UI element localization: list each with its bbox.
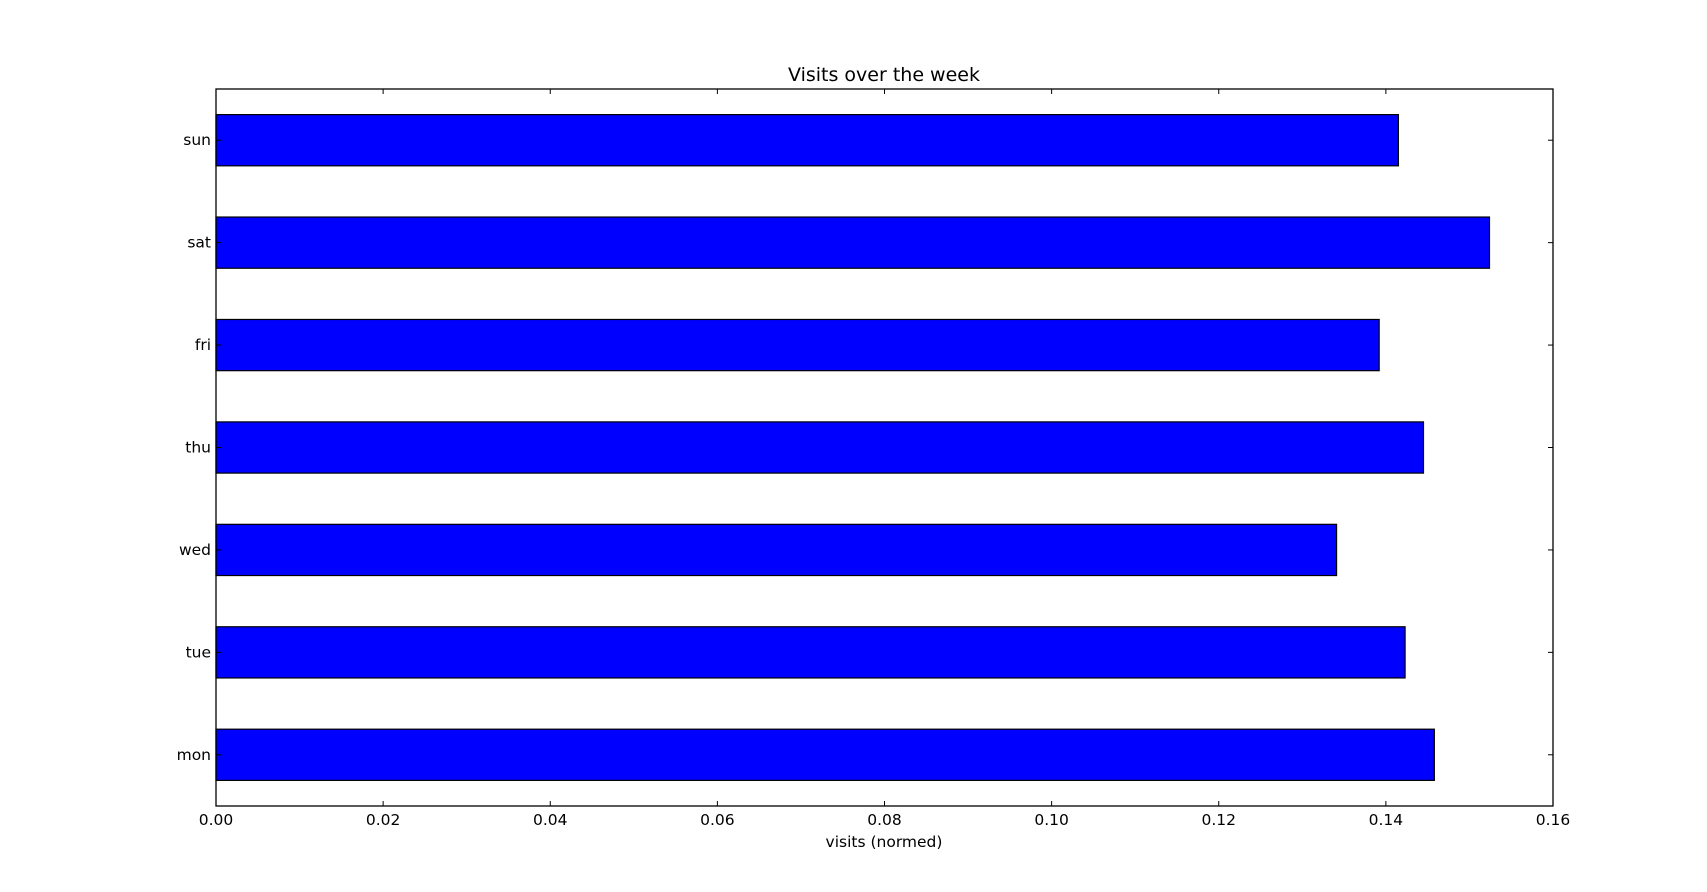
x-tick-label: 0.16 bbox=[1536, 811, 1571, 829]
x-tick-label: 0.00 bbox=[199, 811, 234, 829]
x-tick-label: 0.08 bbox=[867, 811, 902, 829]
x-tick-label: 0.10 bbox=[1034, 811, 1069, 829]
bar-fri bbox=[215, 318, 1380, 372]
bar-sat bbox=[215, 216, 1491, 269]
x-tick-label: 0.12 bbox=[1201, 811, 1236, 829]
x-tick-label: 0.06 bbox=[700, 811, 735, 829]
bars-layer bbox=[215, 114, 1491, 781]
chart-title: Visits over the week bbox=[788, 64, 980, 86]
y-tick-label-thu: thu bbox=[185, 439, 211, 457]
ticks-layer: mon tue wed thu fri sat sun 0.00 0.02 0.04 0.06 0.0… bbox=[177, 89, 1571, 829]
y-tick-label-wed: wed bbox=[179, 541, 211, 559]
x-axis-label: visits (normed) bbox=[826, 833, 943, 851]
bar-tue bbox=[215, 626, 1406, 679]
y-tick-label-mon: mon bbox=[177, 746, 211, 764]
y-tick-label-fri: fri bbox=[195, 336, 211, 354]
x-tick-label: 0.04 bbox=[533, 811, 568, 829]
y-tick-label-tue: tue bbox=[186, 643, 211, 661]
bar-mon bbox=[215, 728, 1435, 781]
x-tick-label: 0.02 bbox=[366, 811, 401, 829]
y-tick-label-sat: sat bbox=[187, 234, 211, 252]
bar-thu bbox=[215, 421, 1425, 474]
bar-wed bbox=[215, 523, 1338, 577]
y-tick-label-sun: sun bbox=[183, 131, 211, 149]
bar-sun bbox=[215, 114, 1400, 167]
x-tick-label: 0.14 bbox=[1369, 811, 1404, 829]
